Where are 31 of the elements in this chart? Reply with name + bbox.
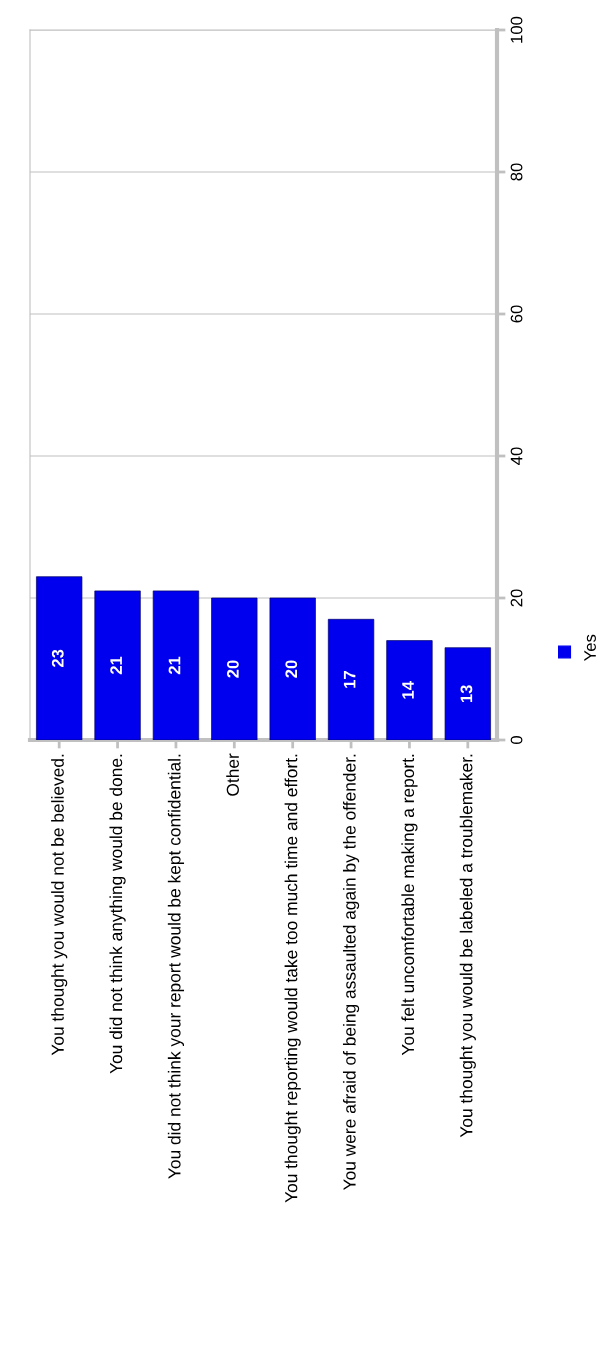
- data-label: 17: [343, 671, 356, 688]
- y-tick-label: 60: [510, 305, 523, 323]
- x-tick-label: You thought you would not be believed.: [51, 754, 68, 1056]
- data-label: 13: [460, 685, 473, 703]
- data-label: 21: [110, 656, 122, 675]
- y-tick-label: 100: [510, 16, 523, 43]
- bar: [94, 590, 141, 740]
- x-tick-label: You were afraid of being assaulted again by the offender.: [342, 754, 360, 1191]
- x-tick-label: You did not think anything would be done.: [109, 754, 126, 1074]
- data-label: 20: [226, 660, 239, 678]
- bar: [327, 618, 375, 740]
- bar: [386, 640, 433, 740]
- bar: [269, 597, 316, 740]
- x-tick-label: You thought reporting would take too much time and effort.: [284, 754, 301, 1203]
- y-tick-label: 40: [510, 447, 523, 465]
- x-tick-label: You thought you would be labeled a troublemaker.: [459, 754, 476, 1138]
- data-label: 23: [51, 649, 64, 668]
- y-tick-label: 20: [510, 589, 523, 607]
- x-tick-label: You felt uncomfortable making a report.: [401, 754, 418, 1056]
- x-tick-label: You did not think your report would be kept confidential.: [167, 754, 185, 1179]
- bar: [444, 647, 491, 740]
- data-label: 14: [402, 681, 414, 699]
- x-tick-label: Other: [226, 753, 239, 796]
- data-label: 20: [285, 660, 298, 678]
- y-tick-label: 0: [510, 736, 523, 744]
- legend-label: Yes: [584, 634, 596, 661]
- bar: [211, 597, 258, 740]
- y-tick-label: 80: [510, 163, 523, 181]
- data-label: 21: [168, 656, 181, 675]
- bar: [152, 590, 200, 740]
- bar: [36, 576, 83, 740]
